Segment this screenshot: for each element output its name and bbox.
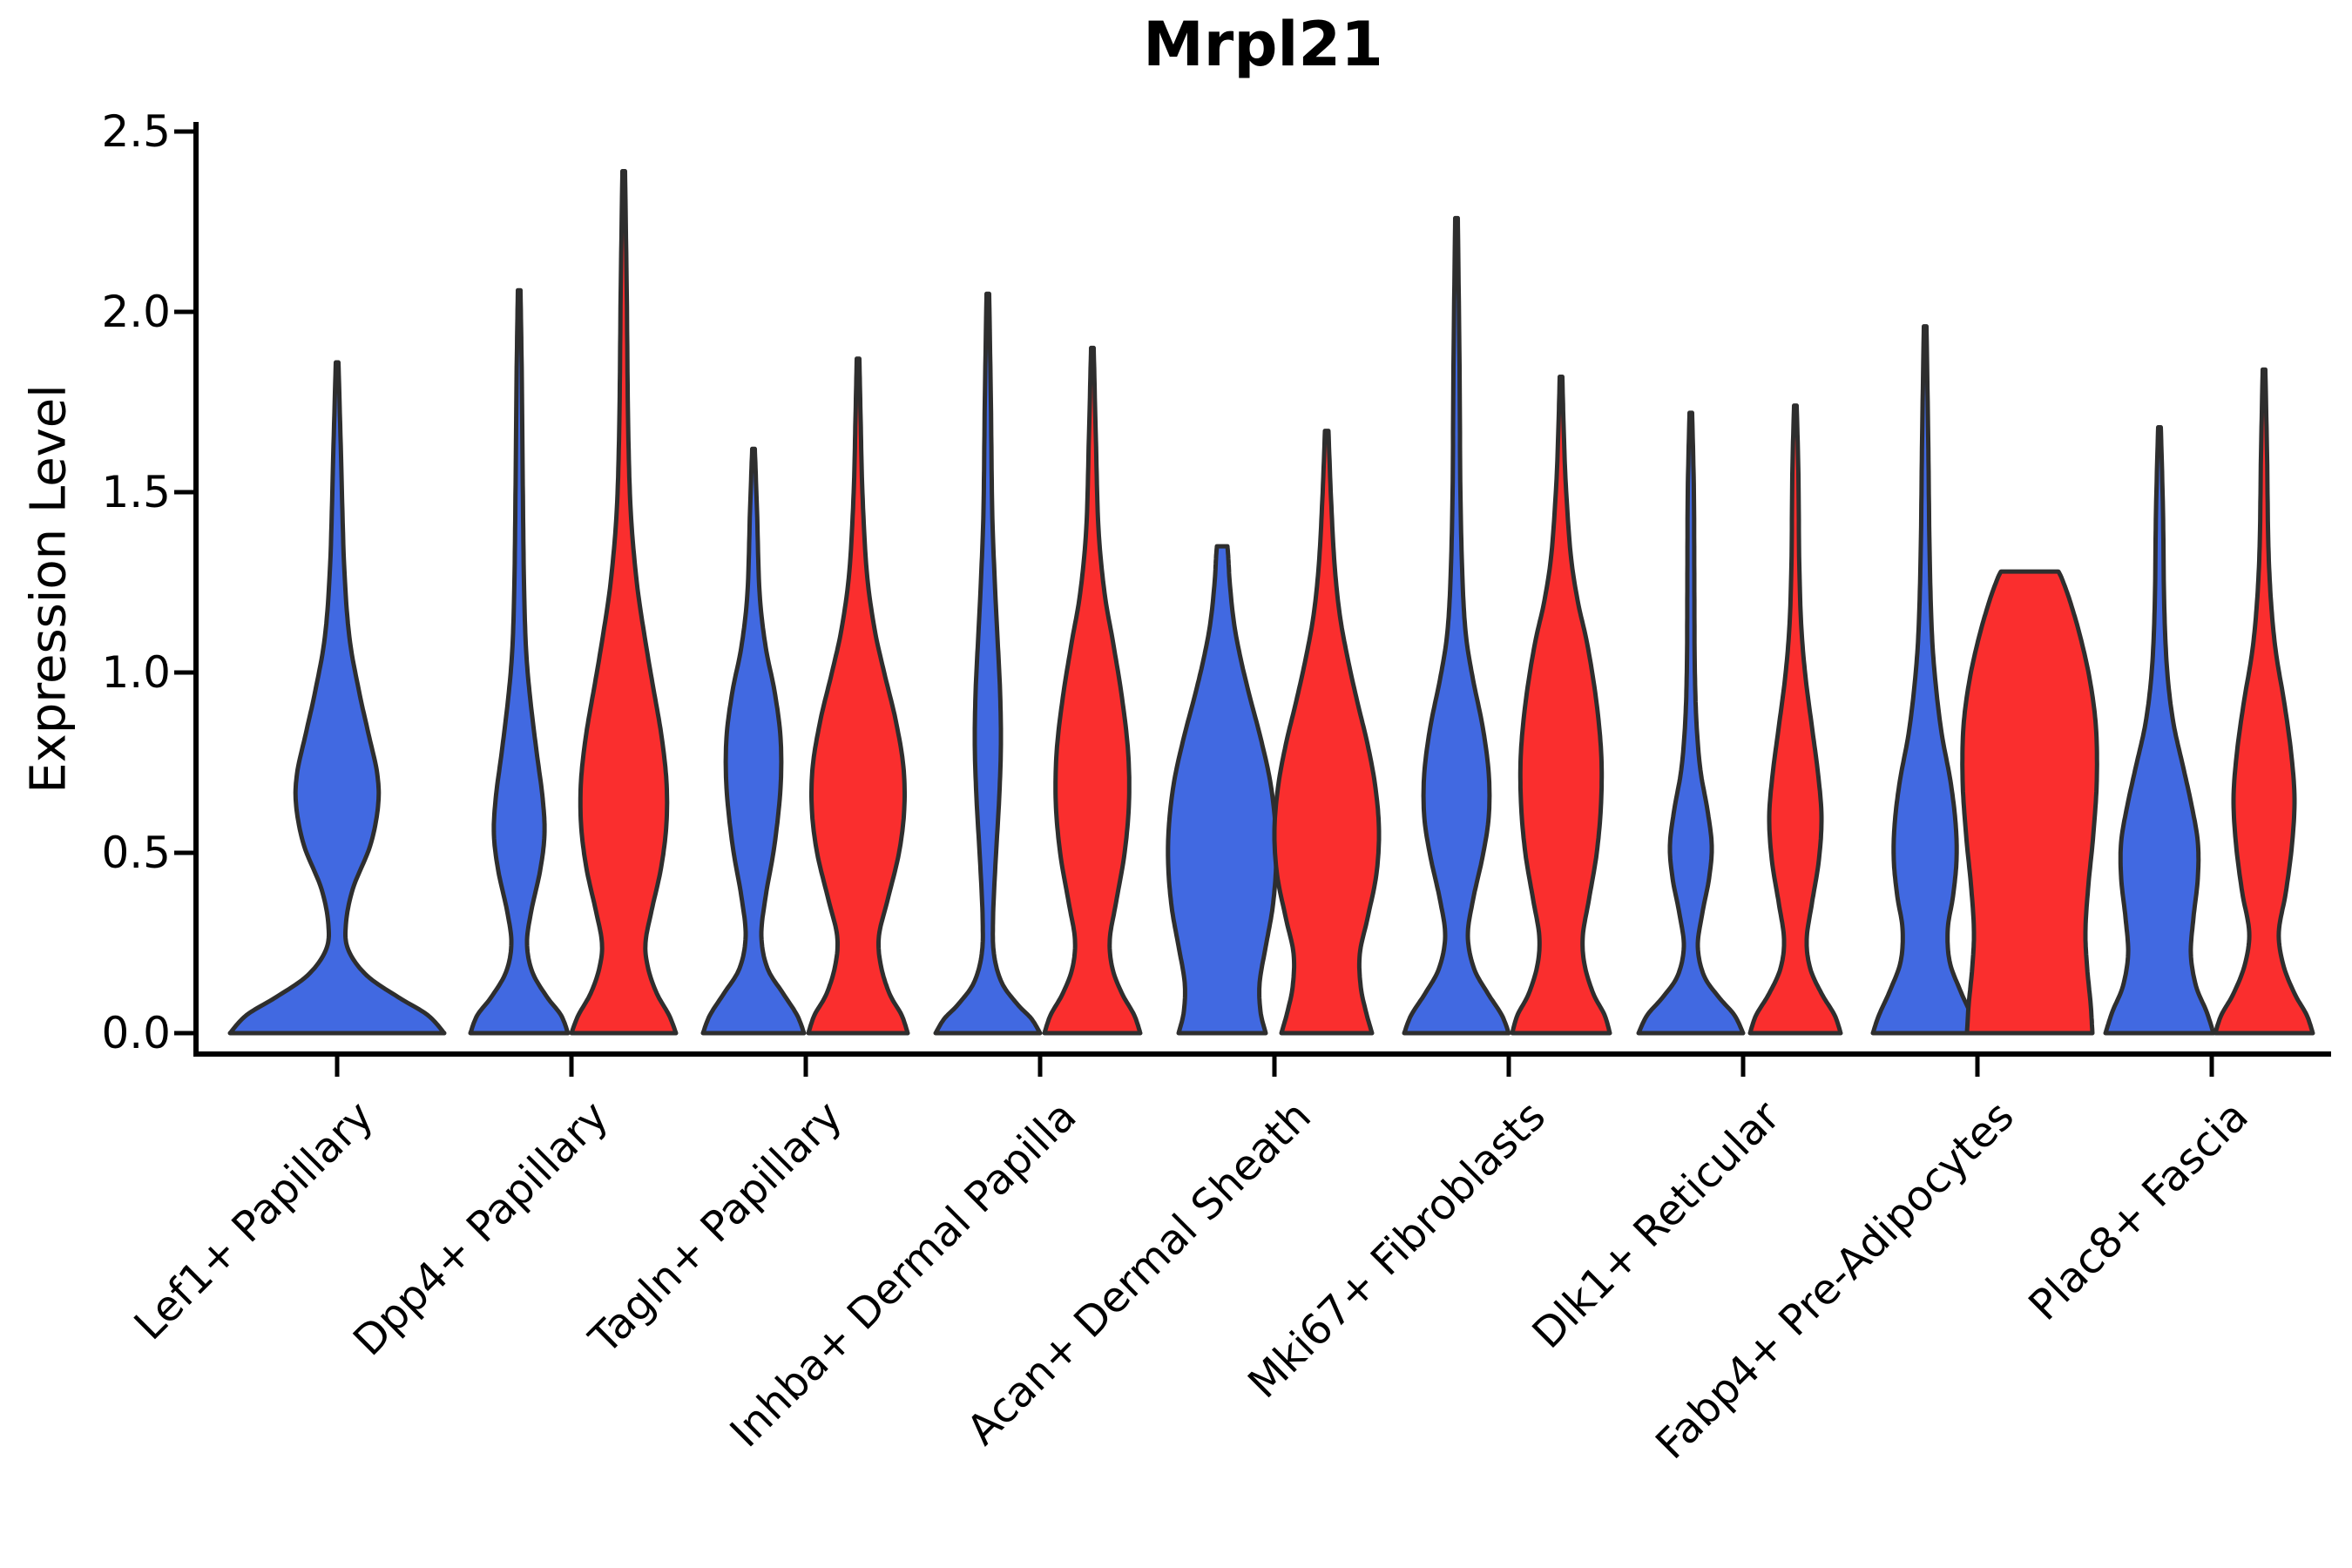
y-tick-label: 2.5 [101,106,171,157]
violin-inhba-dermal-papilla-blue [933,291,1043,1036]
violin-inhba-dermal-papilla-red [1042,345,1143,1036]
y-tick-label: 0.5 [101,828,171,878]
violin-layer [227,169,2315,1036]
violin-dlk1-reticular-blue [1636,410,1746,1036]
violin-tagln-papillary-blue [700,446,807,1036]
chart-title: Mrpl21 [1143,9,1383,80]
violin-plac8-fascia-blue [2103,425,2216,1036]
violin-dlk1-reticular-red [1747,403,1843,1036]
violin-acan-dermal-sheath-red [1272,429,1382,1036]
violin-mki67-fibroblasts-blue [1402,215,1511,1036]
violin-plac8-fascia-red [2213,367,2315,1036]
y-tick-label: 2.0 [101,287,171,337]
y-tick-label: 0.0 [101,1008,171,1058]
violin-dpp4-papillary-red [569,169,679,1036]
y-tick-label: 1.5 [101,467,171,517]
violin-lef1-papillary-blue [227,360,447,1036]
violin-tagln-papillary-red [806,356,910,1036]
violin-dpp4-papillary-blue [468,287,571,1036]
y-axis-label: Expression Level [20,384,78,794]
violin-fabp4-pre-adipocytes-blue [1870,324,1980,1036]
y-tick-label: 1.0 [101,647,171,698]
violin-acan-dermal-sheath-blue [1166,544,1279,1036]
violin-mki67-fibroblasts-red [1510,375,1612,1036]
violin-fabp4-pre-adipocytes-red [1960,569,2099,1036]
axis-layer [174,122,2331,1077]
